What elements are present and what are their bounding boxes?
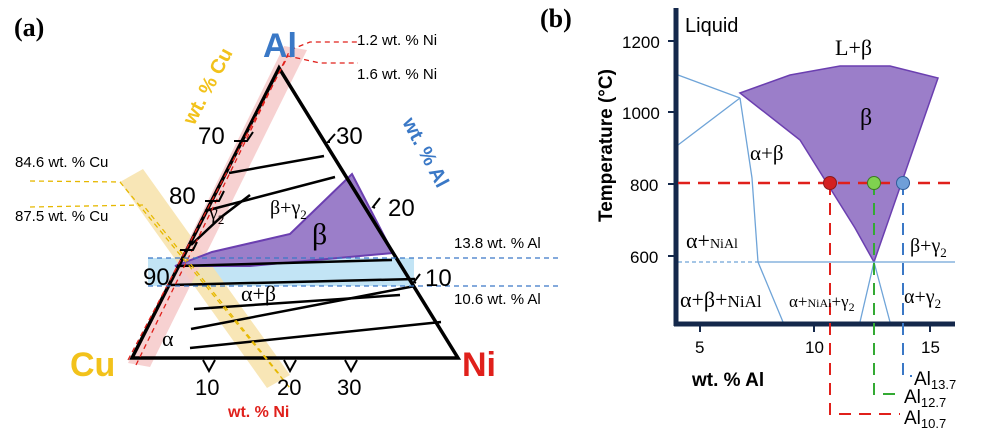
- region-beta-g2: β+γ2: [910, 235, 947, 260]
- region-alpha-nial-g2: α+NiAl+γ2: [789, 292, 855, 314]
- dot-al127: [867, 176, 881, 190]
- tick-left-90: 90: [143, 264, 170, 291]
- cu-band: [120, 169, 290, 388]
- panel-a: (a) Al Cu Ni wt. % Cu wt. % Al wt. % Ni …: [14, 13, 562, 421]
- tick-right-10: 10: [425, 265, 452, 292]
- ni-line-1-label: 1.2 wt. % Ni: [357, 32, 437, 49]
- panel-b-label: (b): [540, 4, 572, 33]
- al107-line: [829, 183, 900, 415]
- dot-al137: [896, 176, 910, 190]
- tick-left-80: 80: [169, 183, 196, 210]
- cu-dashed-lines: [29, 180, 291, 389]
- region-gamma2: γ2: [208, 202, 224, 227]
- xtick-15: 15: [921, 338, 940, 357]
- x-axis-label: wt. % Al: [691, 370, 764, 391]
- y-ticks: [668, 40, 676, 257]
- ytick-1200: 1200: [622, 33, 660, 52]
- ytick-600: 600: [630, 248, 658, 267]
- corner-cu-label: Cu: [70, 346, 115, 384]
- ytick-1000: 1000: [622, 104, 660, 123]
- corner-al-label: Al: [263, 27, 297, 65]
- region-alpha: α: [162, 326, 174, 351]
- xtick-5: 5: [695, 338, 704, 357]
- ticks-left: [180, 131, 254, 251]
- corner-ni-label: Ni: [462, 346, 496, 384]
- region-alpha-beta-nial: α+β+NiAl: [680, 287, 762, 312]
- panel-a-label: (a): [14, 13, 44, 42]
- x-ticks: [699, 324, 931, 332]
- ytick-800: 800: [630, 176, 658, 195]
- tick-bottom-10: 10: [195, 375, 219, 400]
- phase-lines: [169, 154, 442, 350]
- tick-left-70: 70: [198, 123, 225, 150]
- beta-region: [174, 172, 395, 267]
- tick-bottom-30: 30: [337, 375, 361, 400]
- region-alpha-beta-b: α+β: [750, 141, 784, 165]
- axis-al-label: wt. % Al: [397, 113, 453, 191]
- ticks-bottom: [202, 359, 358, 374]
- xtick-10: 10: [805, 338, 824, 357]
- region-beta-gamma2: β+γ2: [270, 197, 307, 222]
- axis-ni-label: wt. % Ni: [227, 404, 289, 421]
- al127-line: [873, 183, 900, 395]
- beta-region-b: [738, 65, 939, 264]
- al137-line: [902, 183, 912, 377]
- region-l-beta: L+β: [835, 35, 872, 60]
- legend-al127: Al12.7: [904, 387, 946, 410]
- region-beta: β: [312, 218, 327, 251]
- legend-al137: Al13.7: [914, 369, 956, 392]
- cu-line-2-label: 87.5 wt. % Cu: [15, 208, 108, 225]
- legend-al107: Al10.7: [904, 408, 946, 431]
- ticks-right: [325, 133, 421, 284]
- cu-line-1-label: 84.6 wt. % Cu: [15, 154, 108, 171]
- al-dashed-lines: [148, 257, 562, 287]
- tick-bottom-20: 20: [277, 375, 301, 400]
- dot-al107: [823, 176, 837, 190]
- region-alpha-g2: α+γ2: [904, 286, 941, 311]
- al-line-1-label: 13.8 wt. % Al: [454, 235, 541, 252]
- tick-right-20: 20: [388, 195, 415, 222]
- phase-lines-b: [677, 74, 955, 323]
- region-beta-b: β: [860, 105, 872, 131]
- tick-right-30: 30: [336, 123, 363, 150]
- region-liquid: Liquid: [685, 15, 738, 37]
- al-line-2-label: 10.6 wt. % Al: [454, 291, 541, 308]
- y-axis-label: Temperature (°C): [596, 69, 617, 222]
- region-alpha-beta: α+β: [241, 281, 276, 306]
- axis-cu-label: wt. % Cu: [179, 44, 238, 129]
- region-alpha-nial: α+NiAl: [686, 228, 738, 253]
- ni-line-2-label: 1.6 wt. % Ni: [357, 66, 437, 83]
- panel-b: (b) Temperature (°C) 1200 1000 800 600 5…: [540, 4, 956, 431]
- ni-dashed-lines: [127, 41, 358, 366]
